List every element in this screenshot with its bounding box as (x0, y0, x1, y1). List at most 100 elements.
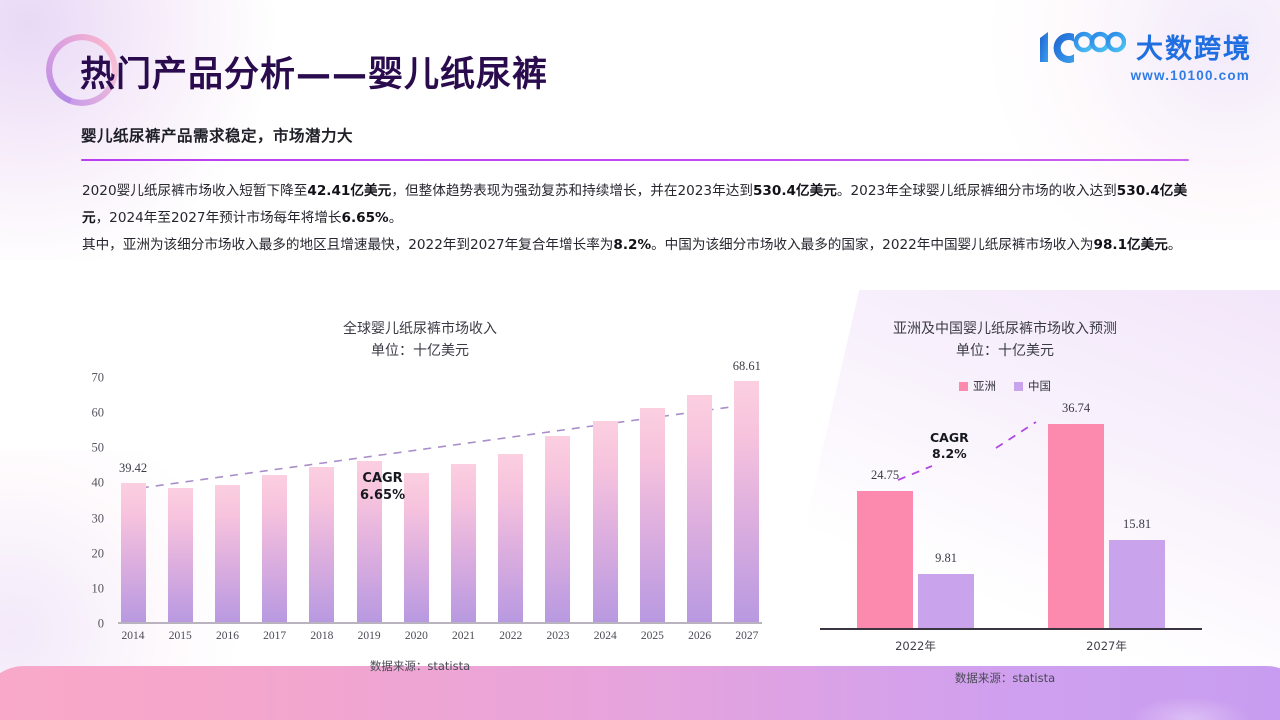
right-chart-legend-label: 中国 (1028, 379, 1051, 393)
left-chart-bar[interactable] (545, 435, 571, 622)
brand-logo-row: 大数跨境 (1034, 26, 1252, 66)
right-chart-legend-item[interactable]: 中国 (1014, 378, 1051, 394)
right-chart-x-tick: 2022年 (895, 639, 936, 653)
p1-seg-d: 。2023年全球婴儿纸尿裤细分市场的收入达到 (836, 183, 1117, 199)
left-chart-x-tick: 2017 (263, 630, 287, 642)
right-chart-bar[interactable] (1048, 424, 1104, 628)
page-title: 热门产品分析——婴儿纸尿裤 (80, 55, 549, 95)
p2-seg-a: 其中，亚洲为该细分市场收入最多的地区且增速最快，2022年到2027年复合年增长… (82, 237, 614, 253)
left-chart-x-tick: 2022 (499, 630, 523, 642)
left-chart-x-tick: 2021 (452, 630, 476, 642)
left-chart-bar[interactable] (356, 461, 382, 622)
left-chart-bar-item[interactable] (165, 487, 195, 622)
left-chart-y-tick: 10 (91, 581, 105, 596)
left-chart-bar-item[interactable] (543, 435, 573, 622)
left-chart-x-tick: 2014 (121, 630, 145, 642)
p1-seg-e: ，2024年至2027年预计市场每年将增长 (95, 210, 342, 226)
left-cagr-label: CAGR (362, 471, 403, 486)
right-chart-title-unit: 单位：十亿美元 (956, 343, 1054, 359)
right-cagr-label: CAGR (930, 430, 969, 445)
right-chart-bar-item[interactable]: 9.81 (918, 551, 974, 628)
right-chart-bar-item[interactable]: 24.75 (857, 468, 913, 628)
left-chart-x-tick: 2020 (404, 630, 428, 642)
right-chart-bar-value-label: 24.75 (870, 467, 900, 482)
p2-bold-1: 8.2% (613, 237, 652, 253)
left-chart-x-tick: 2026 (688, 630, 712, 642)
right-chart-cagr-annotation: CAGR 8.2% (930, 430, 969, 462)
right-chart-bar-group: 24.75 9.81 (857, 468, 974, 628)
p1-seg-f: 。 (388, 210, 403, 226)
left-chart-bar[interactable] (451, 464, 477, 622)
paragraph-line-2: 其中，亚洲为该细分市场收入最多的地区且增速最快，2022年到2027年复合年增长… (82, 232, 1187, 259)
left-chart-bar-item[interactable] (637, 407, 667, 622)
chart-asia-china-forecast: 亚洲及中国婴儿纸尿裤市场收入预测 单位：十亿美元 亚洲 中国 CAGR 8.2% … (800, 318, 1210, 686)
left-chart-title-main: 全球婴儿纸尿裤市场收入 (343, 321, 497, 337)
left-cagr-value: 6.65% (360, 488, 406, 503)
left-chart-bar[interactable] (167, 487, 193, 622)
left-chart-x-tick: 2018 (310, 630, 334, 642)
left-chart-bar-item[interactable] (212, 485, 242, 622)
right-chart-title: 亚洲及中国婴儿纸尿裤市场收入预测 单位：十亿美元 (800, 318, 1210, 362)
p2-seg-d: 。 (1167, 237, 1182, 253)
left-chart-y-axis: 0 10 20 30 40 50 60 70 (70, 371, 105, 631)
left-chart-bar[interactable] (214, 485, 240, 622)
page-subtitle: 婴儿纸尿裤产品需求稳定，市场潜力大 (81, 127, 354, 145)
right-chart-bar[interactable] (918, 573, 974, 628)
left-chart-x-tick: 2016 (215, 630, 239, 642)
p1-bold-2: 530.4亿美元 (752, 183, 837, 199)
left-chart-bar[interactable] (734, 380, 760, 622)
brand-url[interactable]: www.10100.com (1130, 68, 1250, 83)
left-chart-bar-item[interactable]: 68.61 (732, 359, 762, 622)
left-chart-x-tick: 2027 (735, 630, 759, 642)
left-chart-x-tick: 2024 (593, 630, 617, 642)
left-chart-bar-value-label: 39.42 (118, 461, 148, 476)
left-chart-bar-item[interactable] (685, 394, 715, 622)
right-chart-legend-item[interactable]: 亚洲 (959, 378, 996, 394)
left-chart-bar-item[interactable] (449, 464, 479, 622)
right-chart-bars: 24.75 9.81 36.74 15.81 (820, 401, 1202, 630)
left-chart-cagr-annotation: CAGR 6.65% (360, 470, 405, 504)
p1-bold-4: 6.65% (341, 210, 389, 226)
chart-global-market-revenue: 全球婴儿纸尿裤市场收入 单位：十亿美元 0 10 20 30 40 50 60 70 39.4… (70, 318, 770, 674)
p2-seg-c: 。中国为该细分市场收入最多的国家，2022年中国婴儿纸尿裤市场收入为 (651, 237, 1094, 253)
left-chart-bar-item[interactable]: 39.42 (118, 461, 148, 622)
left-chart-y-tick: 0 (97, 616, 104, 631)
right-chart-bar-item[interactable]: 36.74 (1048, 401, 1104, 628)
right-chart-x-tick: 2027年 (1086, 639, 1127, 653)
left-chart-bar-item[interactable] (401, 472, 431, 622)
right-cagr-value: 8.2% (932, 446, 967, 461)
right-chart-bar-item[interactable]: 15.81 (1109, 517, 1165, 628)
left-chart-y-tick: 20 (91, 546, 105, 561)
logo-10100-icon (1040, 31, 1126, 63)
right-chart-legend-label: 亚洲 (973, 379, 996, 393)
left-chart-x-axis: 2014 2015 2016 2017 2018 2019 2020 2021 2022 2023… (118, 630, 762, 642)
left-chart-bar-item[interactable] (590, 421, 620, 622)
left-chart-bar-item[interactable] (496, 454, 526, 622)
left-chart-y-tick: 40 (91, 475, 105, 490)
right-chart-bar[interactable] (857, 490, 913, 628)
left-chart-title: 全球婴儿纸尿裤市场收入 单位：十亿美元 (70, 318, 770, 362)
right-chart-bar-value-label: 36.74 (1061, 401, 1091, 416)
brand-logo[interactable]: 大数跨境 www.10100.com (1034, 26, 1252, 83)
left-chart-bar[interactable] (403, 472, 429, 622)
left-chart-plot: 0 10 20 30 40 50 60 70 39.42 68.61 CAGR 6.65% 20… (70, 359, 770, 642)
paragraph-line-1: 2020婴儿纸尿裤市场收入短暂下降至42.41亿美元，但整体趋势表现为强劲复苏和… (82, 178, 1187, 232)
right-chart-bar-group: 36.74 15.81 (1048, 401, 1165, 628)
left-chart-bar-item[interactable] (260, 475, 290, 622)
left-chart-bar[interactable] (687, 394, 713, 622)
left-chart-bar[interactable] (498, 454, 524, 622)
p1-seg-c: ，但整体趋势表现为强劲复苏和持续增长，并在2023年达到 (391, 183, 753, 199)
left-chart-bar[interactable] (639, 407, 665, 622)
left-chart-x-tick: 2015 (168, 630, 192, 642)
body-paragraph: 2020婴儿纸尿裤市场收入短暂下降至42.41亿美元，但整体趋势表现为强劲复苏和… (82, 178, 1187, 259)
left-chart-bar[interactable] (262, 475, 288, 622)
left-chart-bar-item[interactable] (354, 461, 384, 622)
left-chart-y-tick: 70 (91, 370, 105, 385)
left-chart-bar[interactable] (592, 421, 618, 622)
right-chart-source: 数据来源：statista (954, 671, 1056, 685)
right-chart-bar-value-label: 15.81 (1122, 517, 1152, 532)
left-chart-bar-item[interactable] (307, 467, 337, 622)
right-chart-bar[interactable] (1109, 540, 1165, 628)
left-chart-bar[interactable] (120, 483, 146, 622)
left-chart-bar[interactable] (309, 467, 335, 622)
